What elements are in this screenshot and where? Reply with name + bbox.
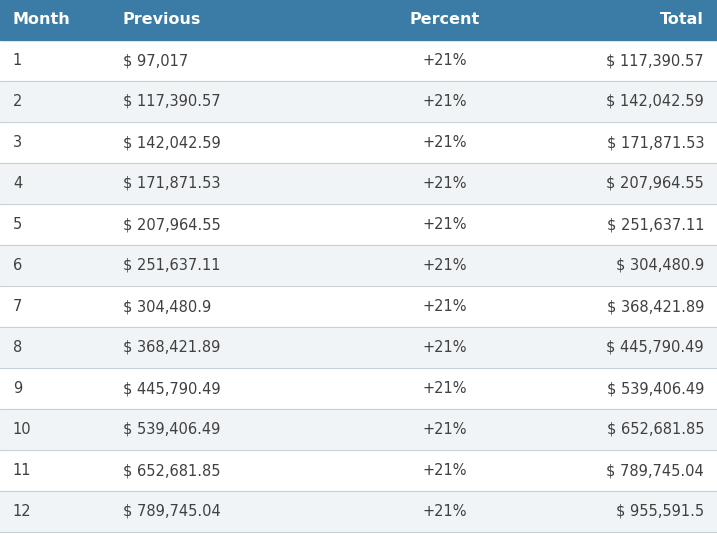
Text: 7: 7 bbox=[13, 299, 22, 314]
Text: $ 539,406.49: $ 539,406.49 bbox=[123, 422, 220, 437]
Text: 9: 9 bbox=[13, 381, 22, 396]
Text: Previous: Previous bbox=[123, 12, 201, 27]
Bar bbox=[0, 40, 717, 81]
Text: $ 251,637.11: $ 251,637.11 bbox=[607, 217, 704, 232]
Text: $ 445,790.49: $ 445,790.49 bbox=[607, 340, 704, 355]
Text: 6: 6 bbox=[13, 258, 22, 273]
Text: 4: 4 bbox=[13, 176, 22, 191]
Text: +21%: +21% bbox=[422, 504, 467, 519]
Text: +21%: +21% bbox=[422, 217, 467, 232]
Text: 10: 10 bbox=[13, 422, 32, 437]
Bar bbox=[0, 122, 717, 163]
Bar bbox=[0, 409, 717, 450]
Bar bbox=[0, 491, 717, 532]
Text: $ 368,421.89: $ 368,421.89 bbox=[123, 340, 220, 355]
Text: $ 207,964.55: $ 207,964.55 bbox=[123, 217, 220, 232]
Text: 3: 3 bbox=[13, 135, 22, 150]
Text: +21%: +21% bbox=[422, 299, 467, 314]
Text: $ 171,871.53: $ 171,871.53 bbox=[123, 176, 220, 191]
Text: 2: 2 bbox=[13, 94, 22, 109]
Text: Percent: Percent bbox=[409, 12, 480, 27]
Text: $ 652,681.85: $ 652,681.85 bbox=[607, 422, 704, 437]
Bar bbox=[0, 81, 717, 122]
Text: 11: 11 bbox=[13, 463, 32, 478]
Text: $ 652,681.85: $ 652,681.85 bbox=[123, 463, 220, 478]
Text: Month: Month bbox=[13, 12, 71, 27]
Text: $ 97,017: $ 97,017 bbox=[123, 53, 188, 68]
Text: +21%: +21% bbox=[422, 53, 467, 68]
Text: $ 539,406.49: $ 539,406.49 bbox=[607, 381, 704, 396]
Text: 12: 12 bbox=[13, 504, 32, 519]
Text: +21%: +21% bbox=[422, 381, 467, 396]
Text: $ 304,480.9: $ 304,480.9 bbox=[123, 299, 211, 314]
Text: 5: 5 bbox=[13, 217, 22, 232]
Text: $ 789,745.04: $ 789,745.04 bbox=[607, 463, 704, 478]
Bar bbox=[0, 163, 717, 204]
Text: +21%: +21% bbox=[422, 94, 467, 109]
Bar bbox=[0, 327, 717, 368]
Bar bbox=[0, 245, 717, 286]
Text: $ 445,790.49: $ 445,790.49 bbox=[123, 381, 220, 396]
Text: +21%: +21% bbox=[422, 135, 467, 150]
Text: $ 368,421.89: $ 368,421.89 bbox=[607, 299, 704, 314]
Text: +21%: +21% bbox=[422, 340, 467, 355]
Text: +21%: +21% bbox=[422, 258, 467, 273]
Text: +21%: +21% bbox=[422, 422, 467, 437]
Bar bbox=[0, 450, 717, 491]
Text: $ 251,637.11: $ 251,637.11 bbox=[123, 258, 220, 273]
Text: $ 789,745.04: $ 789,745.04 bbox=[123, 504, 220, 519]
Text: 8: 8 bbox=[13, 340, 22, 355]
Text: $ 117,390.57: $ 117,390.57 bbox=[607, 53, 704, 68]
Bar bbox=[0, 368, 717, 409]
Text: $ 171,871.53: $ 171,871.53 bbox=[607, 135, 704, 150]
Bar bbox=[0, 532, 717, 534]
Bar bbox=[0, 286, 717, 327]
Text: $ 142,042.59: $ 142,042.59 bbox=[607, 94, 704, 109]
Text: Total: Total bbox=[660, 12, 704, 27]
Text: $ 207,964.55: $ 207,964.55 bbox=[607, 176, 704, 191]
Bar bbox=[0, 0, 717, 40]
Text: $ 117,390.57: $ 117,390.57 bbox=[123, 94, 220, 109]
Bar bbox=[0, 204, 717, 245]
Text: +21%: +21% bbox=[422, 176, 467, 191]
Text: +21%: +21% bbox=[422, 463, 467, 478]
Text: $ 304,480.9: $ 304,480.9 bbox=[616, 258, 704, 273]
Text: $ 955,591.5: $ 955,591.5 bbox=[616, 504, 704, 519]
Text: 1: 1 bbox=[13, 53, 22, 68]
Text: $ 142,042.59: $ 142,042.59 bbox=[123, 135, 220, 150]
